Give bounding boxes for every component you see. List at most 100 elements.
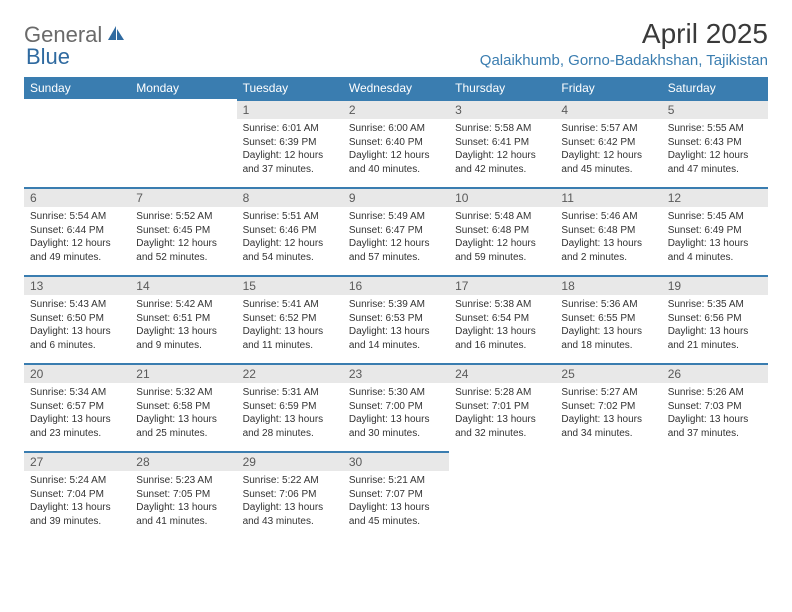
sunrise-text: Sunrise: 5:58 AM xyxy=(455,122,549,136)
calendar-cell: 22Sunrise: 5:31 AMSunset: 6:59 PMDayligh… xyxy=(237,363,343,451)
day-number: 22 xyxy=(237,363,343,383)
sunrise-text: Sunrise: 5:30 AM xyxy=(349,386,443,400)
daylight-text-2: and 52 minutes. xyxy=(136,251,230,265)
calendar-cell: 28Sunrise: 5:23 AMSunset: 7:05 PMDayligh… xyxy=(130,451,236,539)
calendar-cell: 2Sunrise: 6:00 AMSunset: 6:40 PMDaylight… xyxy=(343,99,449,187)
calendar-cell: 5Sunrise: 5:55 AMSunset: 6:43 PMDaylight… xyxy=(662,99,768,187)
day-body: Sunrise: 5:51 AMSunset: 6:46 PMDaylight:… xyxy=(237,207,343,270)
daylight-text: Daylight: 12 hours xyxy=(455,237,549,251)
daylight-text-2: and 6 minutes. xyxy=(30,339,124,353)
logo-blue-row: Blue xyxy=(26,44,70,70)
sunrise-text: Sunrise: 5:48 AM xyxy=(455,210,549,224)
calendar-cell: 21Sunrise: 5:32 AMSunset: 6:58 PMDayligh… xyxy=(130,363,236,451)
daylight-text: Daylight: 12 hours xyxy=(349,149,443,163)
day-number: 5 xyxy=(662,99,768,119)
daylight-text-2: and 37 minutes. xyxy=(668,427,762,441)
daylight-text-2: and 4 minutes. xyxy=(668,251,762,265)
sunset-text: Sunset: 7:06 PM xyxy=(243,488,337,502)
sunrise-text: Sunrise: 5:31 AM xyxy=(243,386,337,400)
day-body: Sunrise: 5:23 AMSunset: 7:05 PMDaylight:… xyxy=(130,471,236,534)
day-body: Sunrise: 5:35 AMSunset: 6:56 PMDaylight:… xyxy=(662,295,768,358)
logo-text-blue: Blue xyxy=(26,44,70,69)
day-number: 28 xyxy=(130,451,236,471)
calendar-cell: 1 Sunrise: 6:01 AMSunset: 6:39 PMDaylight… xyxy=(237,99,343,187)
daylight-text: Daylight: 13 hours xyxy=(561,325,655,339)
sunrise-text: Sunrise: 5:42 AM xyxy=(136,298,230,312)
day-body: Sunrise: 5:58 AMSunset: 6:41 PMDaylight:… xyxy=(449,119,555,182)
sunrise-text: Sunrise: 5:35 AM xyxy=(668,298,762,312)
sunrise-text: Sunrise: 6:01 AM xyxy=(243,122,337,136)
daylight-text: Daylight: 13 hours xyxy=(243,325,337,339)
daylight-text-2: and 57 minutes. xyxy=(349,251,443,265)
day-number: 9 xyxy=(343,187,449,207)
daylight-text: Daylight: 13 hours xyxy=(136,325,230,339)
calendar-table: Sunday Monday Tuesday Wednesday Thursday… xyxy=(24,77,768,539)
daylight-text-2: and 34 minutes. xyxy=(561,427,655,441)
sunset-text: Sunset: 6:49 PM xyxy=(668,224,762,238)
daylight-text-2: and 54 minutes. xyxy=(243,251,337,265)
day-number: 1 xyxy=(237,99,343,119)
day-body: Sunrise: 5:46 AMSunset: 6:48 PMDaylight:… xyxy=(555,207,661,270)
day-number: 21 xyxy=(130,363,236,383)
daylight-text: Daylight: 13 hours xyxy=(349,501,443,515)
sunset-text: Sunset: 7:01 PM xyxy=(455,400,549,414)
weekday-header: Sunday xyxy=(24,77,130,99)
daylight-text-2: and 45 minutes. xyxy=(561,163,655,177)
day-body: Sunrise: 5:26 AMSunset: 7:03 PMDaylight:… xyxy=(662,383,768,446)
day-number: 2 xyxy=(343,99,449,119)
daylight-text-2: and 2 minutes. xyxy=(561,251,655,265)
daylight-text: Daylight: 13 hours xyxy=(349,325,443,339)
calendar-row: 6Sunrise: 5:54 AMSunset: 6:44 PMDaylight… xyxy=(24,187,768,275)
sunset-text: Sunset: 7:04 PM xyxy=(30,488,124,502)
day-number: 12 xyxy=(662,187,768,207)
daylight-text-2: and 23 minutes. xyxy=(30,427,124,441)
daylight-text: Daylight: 12 hours xyxy=(30,237,124,251)
day-body: Sunrise: 5:48 AMSunset: 6:48 PMDaylight:… xyxy=(449,207,555,270)
weekday-header: Wednesday xyxy=(343,77,449,99)
day-body: Sunrise: 5:24 AMSunset: 7:04 PMDaylight:… xyxy=(24,471,130,534)
sunrise-text: Sunrise: 5:38 AM xyxy=(455,298,549,312)
day-body: Sunrise: 5:32 AMSunset: 6:58 PMDaylight:… xyxy=(130,383,236,446)
calendar-cell: 24Sunrise: 5:28 AMSunset: 7:01 PMDayligh… xyxy=(449,363,555,451)
day-body: Sunrise: 5:34 AMSunset: 6:57 PMDaylight:… xyxy=(24,383,130,446)
sunset-text: Sunset: 6:53 PM xyxy=(349,312,443,326)
sunrise-text: Sunrise: 5:36 AM xyxy=(561,298,655,312)
sunrise-text: Sunrise: 5:46 AM xyxy=(561,210,655,224)
calendar-cell: 19Sunrise: 5:35 AMSunset: 6:56 PMDayligh… xyxy=(662,275,768,363)
day-body: Sunrise: 5:43 AMSunset: 6:50 PMDaylight:… xyxy=(24,295,130,358)
day-number: 29 xyxy=(237,451,343,471)
calendar-cell: 14Sunrise: 5:42 AMSunset: 6:51 PMDayligh… xyxy=(130,275,236,363)
calendar-cell: 15Sunrise: 5:41 AMSunset: 6:52 PMDayligh… xyxy=(237,275,343,363)
daylight-text: Daylight: 12 hours xyxy=(455,149,549,163)
sunset-text: Sunset: 7:05 PM xyxy=(136,488,230,502)
sunrise-text: Sunrise: 6:00 AM xyxy=(349,122,443,136)
sunset-text: Sunset: 6:45 PM xyxy=(136,224,230,238)
calendar-body: 1Sunrise: 6:01 AMSunset: 6:39 PMDaylight… xyxy=(24,99,768,539)
day-number: 27 xyxy=(24,451,130,471)
sail-icon xyxy=(106,24,126,47)
day-number: 3 xyxy=(449,99,555,119)
daylight-text: Daylight: 13 hours xyxy=(136,413,230,427)
calendar-cell: 29Sunrise: 5:22 AMSunset: 7:06 PMDayligh… xyxy=(237,451,343,539)
sunset-text: Sunset: 6:59 PM xyxy=(243,400,337,414)
calendar-cell: 11Sunrise: 5:46 AMSunset: 6:48 PMDayligh… xyxy=(555,187,661,275)
day-body: Sunrise: 5:22 AMSunset: 7:06 PMDaylight:… xyxy=(237,471,343,534)
day-number: 6 xyxy=(24,187,130,207)
weekday-header: Friday xyxy=(555,77,661,99)
day-number: 4 xyxy=(555,99,661,119)
daylight-text: Daylight: 13 hours xyxy=(349,413,443,427)
calendar-cell: 25Sunrise: 5:27 AMSunset: 7:02 PMDayligh… xyxy=(555,363,661,451)
daylight-text: Daylight: 13 hours xyxy=(561,237,655,251)
sunrise-text: Sunrise: 5:27 AM xyxy=(561,386,655,400)
sunset-text: Sunset: 6:39 PM xyxy=(243,136,337,150)
sunset-text: Sunset: 6:41 PM xyxy=(455,136,549,150)
calendar-cell: 4Sunrise: 5:57 AMSunset: 6:42 PMDaylight… xyxy=(555,99,661,187)
day-body: Sunrise: 5:31 AMSunset: 6:59 PMDaylight:… xyxy=(237,383,343,446)
daylight-text: Daylight: 13 hours xyxy=(455,413,549,427)
daylight-text: Daylight: 12 hours xyxy=(561,149,655,163)
daylight-text: Daylight: 12 hours xyxy=(243,149,337,163)
daylight-text-2: and 28 minutes. xyxy=(243,427,337,441)
daylight-text-2: and 39 minutes. xyxy=(30,515,124,529)
calendar-cell: 13Sunrise: 5:43 AMSunset: 6:50 PMDayligh… xyxy=(24,275,130,363)
day-number: 10 xyxy=(449,187,555,207)
